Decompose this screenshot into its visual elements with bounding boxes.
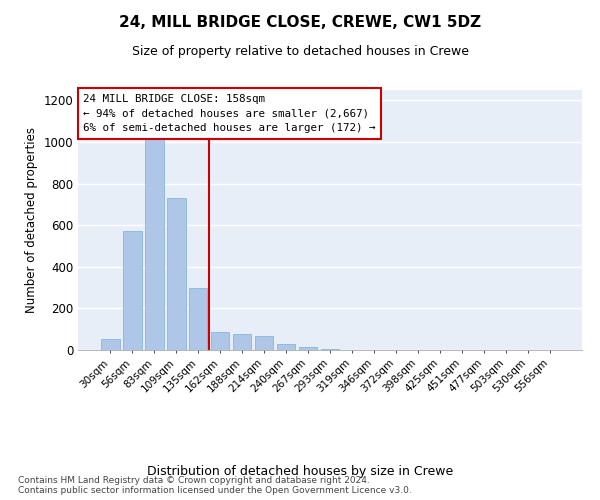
Text: Distribution of detached houses by size in Crewe: Distribution of detached houses by size … [147, 465, 453, 478]
Text: Contains HM Land Registry data © Crown copyright and database right 2024.
Contai: Contains HM Land Registry data © Crown c… [18, 476, 412, 495]
Text: 24 MILL BRIDGE CLOSE: 158sqm
← 94% of detached houses are smaller (2,667)
6% of : 24 MILL BRIDGE CLOSE: 158sqm ← 94% of de… [83, 94, 376, 134]
Y-axis label: Number of detached properties: Number of detached properties [25, 127, 38, 313]
Bar [299, 347, 317, 350]
Bar [211, 332, 229, 350]
Text: 24, MILL BRIDGE CLOSE, CREWE, CW1 5DZ: 24, MILL BRIDGE CLOSE, CREWE, CW1 5DZ [119, 15, 481, 30]
Bar [123, 232, 142, 350]
Bar [277, 344, 295, 350]
Bar [189, 288, 208, 350]
Bar [233, 334, 251, 350]
Bar [320, 349, 340, 350]
Bar [101, 338, 119, 350]
Bar [255, 336, 274, 350]
Bar [167, 198, 185, 350]
Text: Size of property relative to detached houses in Crewe: Size of property relative to detached ho… [131, 45, 469, 58]
Bar [145, 134, 164, 350]
